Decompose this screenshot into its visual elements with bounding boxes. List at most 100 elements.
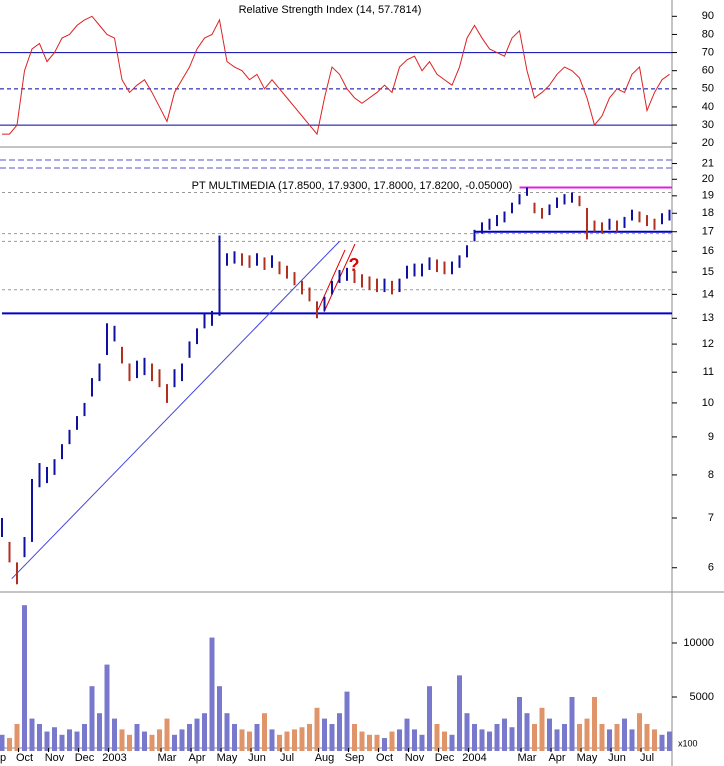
volume-bar — [7, 738, 12, 751]
x-tick-label: Jun — [608, 752, 626, 764]
volume-bar — [37, 723, 42, 751]
y-tick-label: 6 — [708, 562, 714, 574]
volume-bar — [344, 691, 350, 751]
x-tick-label: Aug — [315, 752, 335, 764]
volume-bar — [277, 734, 282, 751]
volume-bar — [397, 729, 402, 751]
volume-bar — [667, 731, 672, 751]
y-tick-label: 17 — [702, 226, 714, 238]
y-tick-label: 15 — [702, 266, 714, 278]
volume-bar — [524, 713, 530, 751]
rsi-title: Relative Strength Index (14, 57.7814) — [239, 4, 422, 16]
x-tick-label: p — [0, 752, 6, 764]
x-tick-label: Oct — [16, 752, 33, 764]
volume-bar — [134, 723, 140, 751]
x-tick-label: Mar — [518, 752, 537, 764]
volume-bar — [592, 696, 597, 751]
volume-bar — [112, 718, 117, 751]
volume-bar — [434, 723, 440, 751]
y-tick-label: 18 — [702, 207, 714, 219]
volume-bar — [517, 696, 522, 751]
volume-bar — [419, 734, 425, 751]
y-tick-label: 9 — [708, 431, 714, 443]
y-tick-label: 16 — [702, 245, 714, 257]
y-tick-label: 13 — [702, 312, 714, 324]
volume-bar — [269, 729, 275, 751]
volume-bar — [337, 713, 342, 751]
volume-bar — [659, 734, 665, 751]
volume-bar — [577, 723, 582, 751]
volume-bar — [52, 727, 57, 751]
volume-bar — [584, 718, 590, 751]
annotation: ? — [349, 255, 360, 275]
y-tick-label: 21 — [702, 157, 714, 169]
volume-bar — [479, 729, 485, 751]
y-tick-label: 19 — [702, 190, 714, 202]
volume-bar — [299, 727, 305, 751]
volume-bar — [209, 637, 215, 751]
rsi-tick-label: 50 — [702, 83, 714, 95]
x-tick-label: May — [577, 752, 598, 764]
volume-tick-label: 10000 — [683, 637, 714, 649]
rsi-tick-label: 40 — [702, 101, 714, 113]
x-tick-label: Nov — [405, 752, 425, 764]
volume-bar — [314, 707, 320, 751]
volume-bar — [97, 713, 102, 751]
volume-bar — [187, 723, 192, 751]
volume-bar — [494, 723, 500, 751]
volume-bar — [644, 723, 650, 751]
y-tick-label: 20 — [702, 173, 714, 185]
y-tick-label: 14 — [702, 288, 714, 300]
x-tick-label: 2003 — [102, 752, 126, 764]
rsi-tick-label: 80 — [702, 28, 714, 40]
volume-bar — [404, 718, 410, 751]
volume-bar — [232, 723, 237, 751]
x-tick-label: Dec — [75, 752, 95, 764]
volume-bar — [614, 723, 620, 751]
volume-bar — [359, 731, 365, 751]
rsi-tick-label: 90 — [702, 10, 714, 22]
volume-bar — [412, 729, 417, 751]
volume-bar — [29, 718, 35, 751]
volume-bar — [59, 734, 65, 751]
volume-bar — [247, 731, 252, 751]
volume-bar — [172, 734, 177, 751]
x-tick-label: Oct — [376, 752, 393, 764]
volume-bar — [119, 729, 125, 751]
volume-bar — [532, 723, 537, 751]
volume-bar — [599, 723, 605, 751]
volume-bar — [254, 723, 260, 751]
volume-bar — [547, 718, 552, 751]
volume-bar — [157, 729, 162, 751]
volume-bar — [89, 686, 95, 751]
volume-bar — [652, 729, 657, 751]
volume-bar — [607, 729, 612, 751]
volume-bar — [292, 729, 297, 751]
x-tick-label: Apr — [188, 752, 205, 764]
rsi-line — [2, 15, 670, 136]
volume-bar — [217, 686, 222, 751]
volume-unit: x100 — [678, 738, 698, 748]
volume-bar — [539, 707, 545, 751]
volume-bar — [427, 686, 432, 751]
volume-bar — [322, 718, 327, 751]
volume-bar — [569, 696, 575, 751]
x-tick-label: Jul — [280, 752, 294, 764]
x-tick-label: Jun — [248, 752, 266, 764]
volume-bar — [389, 731, 395, 751]
trendline — [11, 241, 340, 580]
volume-bar — [307, 723, 312, 751]
volume-bar — [329, 723, 335, 751]
rsi-tick-label: 60 — [702, 65, 714, 77]
volume-tick-label: 5000 — [690, 691, 714, 703]
volume-bar — [367, 734, 372, 751]
x-tick-label: Mar — [158, 752, 177, 764]
volume-bar — [82, 723, 87, 751]
volume-bar — [284, 731, 290, 751]
volume-bar — [14, 723, 20, 751]
volume-bar — [142, 731, 147, 751]
volume-bar — [449, 734, 455, 751]
volume-bar — [622, 718, 627, 751]
volume-bar — [464, 713, 470, 751]
